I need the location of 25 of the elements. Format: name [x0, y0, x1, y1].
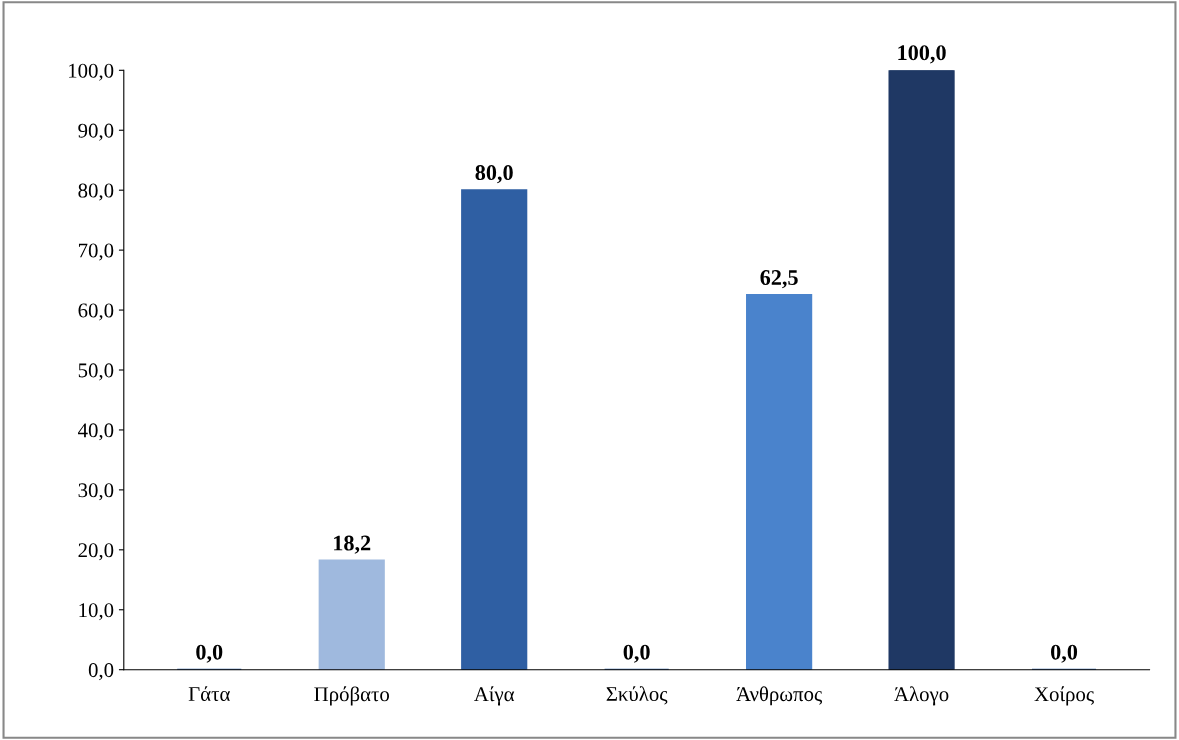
x-tick-label: Άνθρωπος: [736, 686, 823, 706]
data-label: 100,0: [898, 45, 946, 64]
data-label: 18,2: [334, 535, 371, 554]
y-tick-label: 90,0: [78, 123, 114, 141]
data-label: 80,0: [475, 165, 513, 184]
y-tick-label: 0,0: [88, 663, 114, 681]
y-tick-label: 30,0: [78, 483, 114, 501]
x-tick-label: Άλογο: [894, 686, 949, 706]
data-label: 0,0: [1051, 644, 1078, 663]
y-tick-label: 50,0: [78, 363, 114, 381]
y-tick-label: 60,0: [78, 303, 114, 321]
y-tick-label: 100,0: [69, 63, 114, 81]
x-tick-label: Χοίρος: [1034, 686, 1094, 706]
data-label: 0,0: [196, 644, 223, 663]
y-tick-label: 80,0: [78, 183, 114, 201]
x-tick-label: Πρόβατο: [314, 686, 390, 706]
data-label: 0,0: [623, 644, 650, 663]
x-tick-label: Γάτα: [188, 686, 230, 702]
x-tick-label: Αίγα: [474, 686, 515, 706]
y-tick-label: 10,0: [79, 603, 114, 621]
y-tick-label: 40,0: [78, 423, 114, 441]
y-tick-label: 20,0: [78, 543, 114, 561]
x-tick-label: Σκύλος: [606, 686, 668, 705]
data-label: 62,5: [760, 270, 798, 289]
y-tick-label: 70,0: [78, 243, 114, 261]
